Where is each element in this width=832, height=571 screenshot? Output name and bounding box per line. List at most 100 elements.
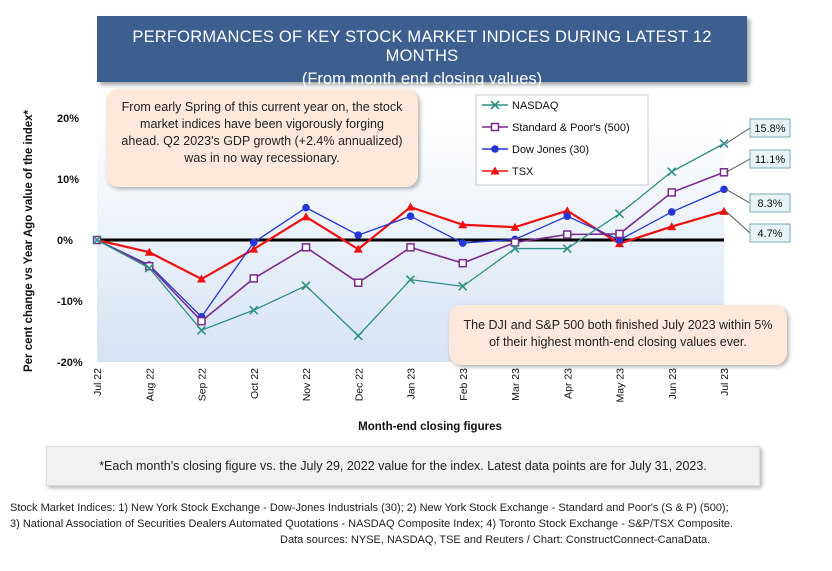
marker-x-stroke bbox=[249, 305, 259, 315]
marker-x-stroke bbox=[144, 263, 154, 273]
y-tick-label: 10% bbox=[57, 174, 79, 186]
y-tick-label: -10% bbox=[57, 296, 83, 308]
marker-square bbox=[719, 168, 729, 177]
annotation-spring: From early Spring of this current year o… bbox=[106, 89, 418, 187]
marker-x bbox=[249, 305, 259, 315]
marker-square bbox=[563, 230, 572, 239]
end-label: 15.8% bbox=[754, 123, 785, 135]
x-tick-label: Apr 23 bbox=[562, 368, 574, 399]
sources-line-3: Data sources: NYSE, NASDAQ, TSE and Reut… bbox=[280, 534, 711, 546]
legend-label: NASDAQ bbox=[512, 100, 559, 112]
legend-label: Standard & Poor's (500) bbox=[512, 122, 630, 134]
marker-triangle bbox=[197, 274, 206, 283]
end-label: 8.3% bbox=[757, 198, 782, 210]
footnote: *Each month's closing figure vs. the Jul… bbox=[46, 446, 760, 486]
marker-square bbox=[301, 243, 311, 252]
marker-x bbox=[353, 331, 363, 341]
marker-circle bbox=[302, 203, 310, 212]
sources-line-2: 3) National Association of Securities De… bbox=[10, 518, 734, 530]
marker-x-stroke bbox=[719, 139, 729, 149]
x-tick-label: Mar 23 bbox=[510, 368, 522, 401]
legend-label: Dow Jones (30) bbox=[512, 144, 589, 156]
marker-triangle bbox=[719, 206, 729, 215]
marker-x-stroke bbox=[458, 281, 468, 291]
marker-x bbox=[458, 281, 468, 291]
marker-circle bbox=[354, 231, 363, 239]
marker-triangle bbox=[510, 222, 520, 231]
marker-triangle bbox=[458, 220, 468, 229]
marker-circle bbox=[563, 212, 572, 221]
marker-circle bbox=[458, 239, 467, 247]
marker-circle bbox=[406, 212, 415, 221]
end-label-leader bbox=[725, 127, 751, 145]
marker-x-stroke bbox=[562, 243, 572, 254]
marker-x bbox=[667, 167, 677, 177]
x-tick-label: Oct 22 bbox=[249, 368, 261, 399]
series-nasdaq bbox=[92, 139, 729, 341]
end-label: 4.7% bbox=[757, 228, 782, 240]
marker-x-stroke bbox=[92, 235, 102, 245]
marker-x bbox=[92, 235, 102, 245]
marker-x bbox=[614, 209, 625, 219]
legend-item: TSX bbox=[482, 166, 534, 178]
marker-triangle bbox=[144, 247, 154, 256]
marker-square bbox=[249, 274, 258, 283]
marker-triangle bbox=[353, 244, 363, 253]
series-lines bbox=[92, 139, 729, 341]
marker-square bbox=[406, 243, 415, 252]
marker-x bbox=[144, 263, 154, 273]
series-standard-poor-s-500- bbox=[92, 168, 729, 326]
marker-triangle bbox=[249, 244, 259, 253]
marker-x-stroke bbox=[353, 331, 363, 341]
x-tick-label: Aug 22 bbox=[144, 368, 156, 401]
x-tick-label: Sep 22 bbox=[197, 368, 209, 401]
y-axis-label: Per cent change vs Year Ago value of the… bbox=[23, 109, 35, 372]
marker-square bbox=[354, 278, 363, 287]
marker-x-stroke bbox=[614, 209, 625, 219]
legend-box bbox=[475, 94, 649, 186]
end-label-box bbox=[749, 193, 791, 213]
marker-x-stroke bbox=[301, 281, 311, 291]
y-tick-label: -20% bbox=[57, 357, 83, 369]
sources-line-1: Stock Market Indices: 1) New York Stock … bbox=[10, 502, 729, 514]
legend-item: NASDAQ bbox=[482, 100, 559, 112]
end-labels: 15.8% 11.1% 8.3% 4.7% bbox=[725, 118, 791, 243]
x-tick-label: Jan 23 bbox=[406, 368, 418, 400]
end-label-leader bbox=[725, 210, 751, 234]
marker-square bbox=[615, 229, 624, 239]
marker-x bbox=[490, 100, 500, 110]
x-tick-label: Feb 23 bbox=[458, 368, 470, 401]
marker-x-stroke bbox=[510, 243, 520, 254]
marker-square bbox=[197, 316, 206, 326]
marker-square bbox=[510, 238, 520, 247]
chart-title-box: PERFORMANCES OF KEY STOCK MARKET INDICES… bbox=[97, 16, 747, 88]
marker-square bbox=[490, 122, 500, 132]
marker-x bbox=[510, 243, 520, 254]
y-tick-label: 20% bbox=[57, 113, 79, 125]
marker-triangle bbox=[667, 222, 677, 231]
marker-x bbox=[405, 275, 416, 285]
end-label-box bbox=[749, 118, 791, 138]
marker-x bbox=[301, 281, 311, 291]
marker-triangle bbox=[301, 212, 311, 221]
marker-circle bbox=[667, 208, 676, 216]
end-label-box bbox=[749, 149, 791, 169]
y-axis-ticks: -20% -10% 0% 10% 20% bbox=[57, 113, 83, 369]
x-tick-label: May 23 bbox=[615, 368, 627, 403]
chart-subtitle: (From month end closing values) bbox=[301, 70, 543, 88]
marker-x bbox=[562, 243, 572, 254]
legend-label: TSX bbox=[512, 166, 534, 178]
x-axis-label: Month-end closing figures bbox=[358, 421, 502, 433]
x-tick-label: Jul 23 bbox=[719, 368, 731, 396]
x-tick-label: Dec 22 bbox=[353, 368, 365, 401]
marker-circle bbox=[491, 145, 499, 153]
marker-square bbox=[458, 258, 467, 268]
marker-circle bbox=[720, 185, 728, 194]
end-label-leader bbox=[725, 188, 751, 204]
end-label-box bbox=[749, 223, 791, 243]
x-tick-label: Jul 22 bbox=[92, 368, 104, 396]
chart-title: PERFORMANCES OF KEY STOCK MARKET INDICES… bbox=[132, 28, 712, 65]
marker-x-stroke bbox=[405, 275, 416, 285]
marker-x-stroke bbox=[667, 167, 677, 177]
legend-item: Standard & Poor's (500) bbox=[482, 122, 630, 134]
